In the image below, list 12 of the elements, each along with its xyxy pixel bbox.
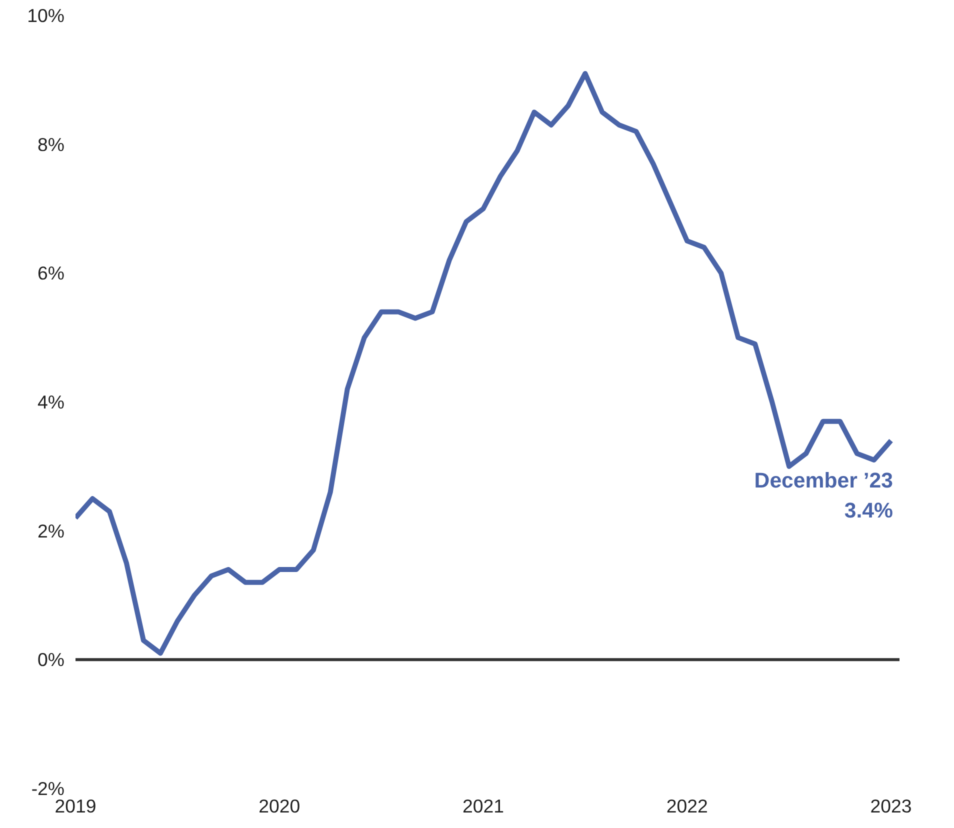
x-tick-label: 2020 <box>258 796 300 816</box>
y-tick-label: 4% <box>38 392 65 412</box>
y-tick-label: 0% <box>38 649 65 670</box>
annotation: December ’23 <box>754 468 894 493</box>
x-tick-label: 2022 <box>666 796 708 816</box>
y-tick-label: 6% <box>38 262 65 284</box>
x-tick-label: 2023 <box>870 796 912 816</box>
x-tick-label: 2021 <box>462 796 504 816</box>
y-tick-label: 2% <box>38 520 65 542</box>
y-tick-label: 8% <box>38 134 65 155</box>
y-tick-label: 10% <box>27 5 65 26</box>
annotation: 3.4% <box>844 498 894 523</box>
